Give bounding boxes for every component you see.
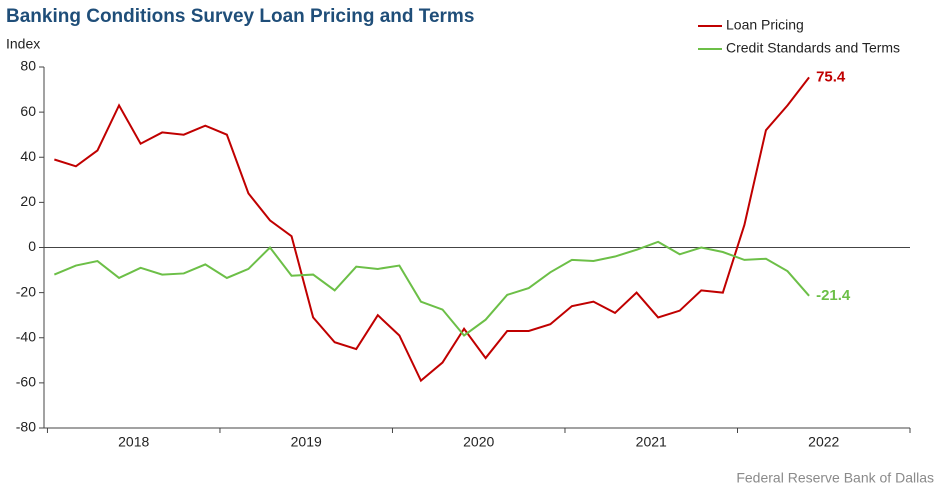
- y-tick-label: 80: [20, 58, 36, 74]
- x-tick-label: 2022: [808, 434, 839, 450]
- end-label: 75.4: [816, 68, 846, 85]
- y-tick-label: 60: [20, 103, 36, 119]
- y-tick-label: 40: [20, 148, 36, 164]
- x-tick-label: 2020: [463, 434, 494, 450]
- source: Federal Reserve Bank of Dallas: [736, 470, 934, 486]
- y-tick-label: 0: [28, 238, 36, 254]
- y-tick-label: -20: [16, 283, 36, 299]
- series-line: [54, 76, 810, 383]
- y-tick-label: -60: [16, 374, 36, 390]
- x-tick-label: 2018: [118, 434, 149, 450]
- x-tick-label: 2019: [291, 434, 322, 450]
- y-axis-label: Index: [6, 36, 40, 52]
- legend-label: Loan Pricing: [726, 17, 804, 33]
- y-tick-label: -80: [16, 419, 36, 435]
- series-line: [53, 240, 810, 337]
- chart-title: Banking Conditions Survey Loan Pricing a…: [6, 6, 474, 27]
- x-tick-label: 2021: [636, 434, 667, 450]
- legend-label: Credit Standards and Terms: [726, 40, 900, 56]
- y-tick-label: -40: [16, 328, 36, 344]
- y-tick-label: 20: [20, 193, 36, 209]
- end-label: -21.4: [816, 287, 851, 304]
